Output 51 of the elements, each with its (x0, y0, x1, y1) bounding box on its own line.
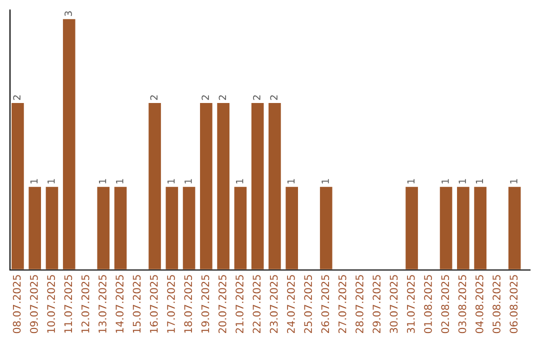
data-label: 1 (476, 179, 483, 184)
x-tick-label: 10.07.2025 (47, 275, 55, 333)
x-tick-label: 16.07.2025 (150, 275, 158, 333)
data-label: 1 (236, 179, 244, 184)
x-tick-label: 05.08.2025 (492, 275, 500, 334)
x-tick-label: 04.08.2025 (475, 275, 484, 334)
x-tick-label: 08.07.2025 (12, 275, 21, 334)
x-tick-label: 11.07.2025 (64, 275, 72, 333)
x-tick-label: 27.07.2025 (338, 275, 346, 334)
x-tick-label: 30.07.2025 (390, 275, 398, 334)
data-label: 2 (270, 95, 278, 100)
data-label: 1 (322, 179, 329, 184)
x-tick-label: 01.08.2025 (424, 275, 432, 334)
x-tick-label: 03.08.2025 (458, 275, 466, 334)
data-label: 3 (64, 11, 72, 16)
data-label: 2 (218, 95, 226, 100)
data-label: 2 (13, 95, 20, 100)
x-tick-label: 18.07.2025 (184, 275, 192, 333)
data-label: 1 (168, 179, 175, 184)
data-label: 1 (407, 179, 414, 184)
data-label: 1 (30, 179, 38, 184)
x-tick-label: 13.07.2025 (98, 275, 106, 333)
data-label: 2 (150, 95, 158, 100)
x-tick-label: 22.07.2025 (252, 275, 261, 334)
x-tick-label: 20.07.2025 (218, 275, 226, 334)
x-tick-label: 15.07.2025 (132, 275, 141, 333)
x-tick-label: 21.07.2025 (236, 275, 244, 334)
data-label: 1 (458, 179, 466, 184)
x-tick-label: 23.07.2025 (270, 275, 278, 334)
x-tick-label: 06.08.2025 (510, 275, 518, 334)
x-tick-label: 24.07.2025 (286, 275, 295, 334)
x-tick-label: 26.07.2025 (321, 275, 330, 334)
data-label: 1 (287, 179, 295, 184)
data-label: 1 (510, 179, 518, 184)
x-tick-label: 25.07.2025 (304, 275, 312, 334)
data-label: 2 (202, 95, 209, 100)
x-tick-label: 14.07.2025 (116, 275, 124, 333)
data-label: 1 (98, 179, 106, 184)
data-label: 1 (184, 179, 192, 184)
x-tick-label: 31.07.2025 (406, 275, 415, 334)
x-tick-label: 09.07.2025 (30, 275, 38, 334)
data-label: 1 (116, 179, 124, 184)
x-tick-label: 02.08.2025 (441, 275, 450, 334)
x-tick-label: 12.07.2025 (81, 275, 90, 333)
x-tick-label: 17.07.2025 (167, 275, 175, 333)
data-label: 2 (253, 95, 260, 100)
x-tick-label: 29.07.2025 (372, 275, 381, 334)
data-label: 1 (48, 179, 55, 184)
data-label: 1 (442, 179, 449, 184)
x-tick-label: 28.07.2025 (356, 275, 364, 334)
x-tick-label: 19.07.2025 (201, 275, 210, 333)
